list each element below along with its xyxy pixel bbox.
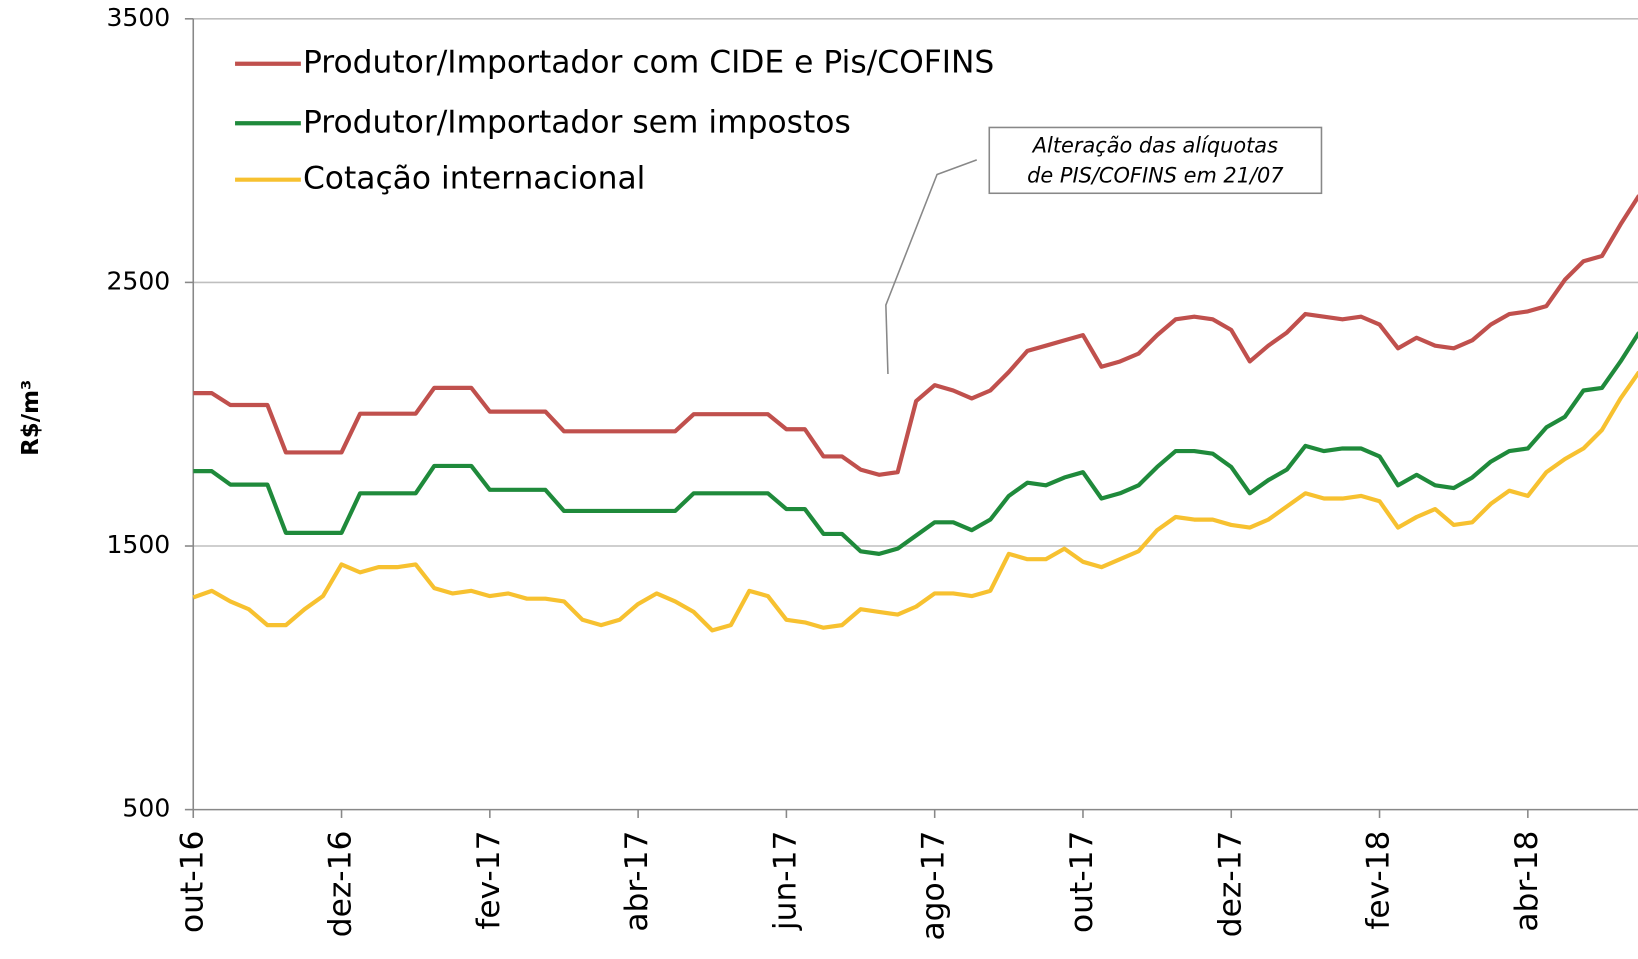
annotation-text: Alteração das alíquotas (1031, 133, 1278, 157)
x-tick-label: fev-18 (1361, 831, 1397, 930)
y-tick-label: 1500 (106, 530, 170, 559)
x-tick-label: out-16 (174, 831, 210, 933)
plot-area: 500 1500 2500 3500 out-16 dez-16 fev-17 abr-17 j… (106, 3, 1638, 941)
x-tick-label: out-17 (1064, 831, 1100, 933)
legend-label: Produtor/Importador sem impostos (303, 104, 851, 140)
annotation-box (988, 126, 1323, 195)
series-line (193, 331, 1638, 556)
y-axis-label: R$/m³ (18, 380, 44, 456)
x-tick-label: ago-17 (916, 831, 952, 941)
series-line (193, 194, 1638, 477)
annotation-text: de PIS/COFINS em 21/07 (1027, 164, 1284, 188)
x-tick-label: abr-17 (619, 831, 655, 932)
legend-label: Produtor/Importador com CIDE e Pis/COFIN… (303, 45, 994, 81)
x-tick-label: abr-18 (1509, 831, 1545, 932)
y-tick-label: 2500 (106, 266, 170, 295)
annotation-leader (885, 159, 978, 375)
series-line (192, 370, 1638, 633)
x-tick-label: fev-17 (471, 831, 507, 930)
legend-label: Cotação internacional (303, 161, 645, 197)
x-tick-label: dez-17 (1212, 831, 1248, 938)
y-tick-label: 3500 (106, 3, 170, 32)
y-tick-label: 500 (122, 794, 170, 823)
x-tick-label: dez-16 (323, 831, 359, 938)
x-tick-label: jun-17 (767, 831, 803, 932)
